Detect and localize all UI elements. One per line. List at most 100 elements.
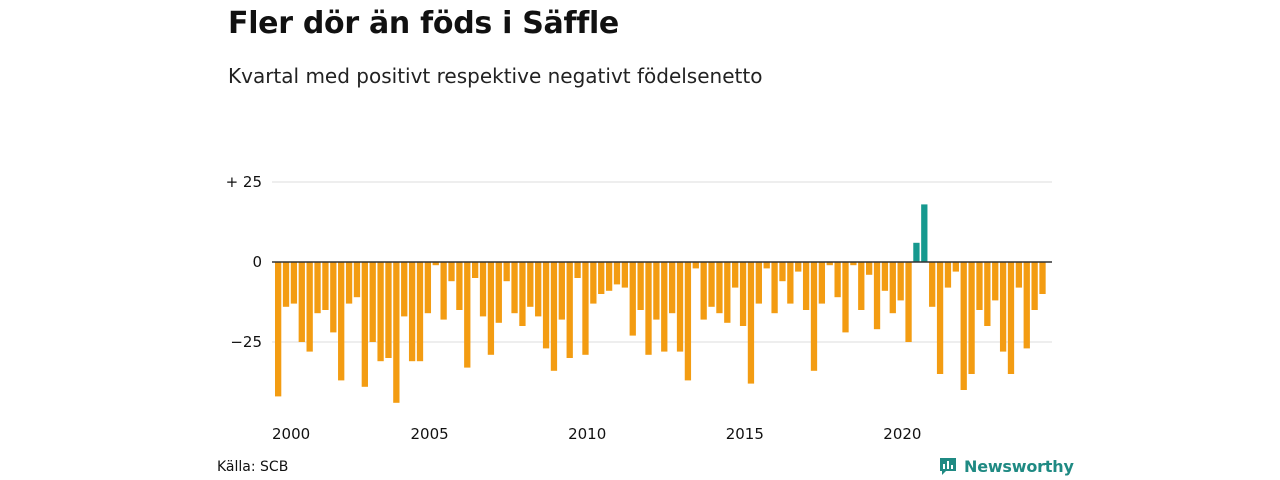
bar-negative (779, 262, 786, 282)
bar-negative (866, 262, 873, 275)
bar-negative (598, 262, 605, 294)
bar-positive (921, 204, 928, 262)
bar-negative (905, 262, 912, 342)
chart-subtitle: Kvartal med positivt respektive negativt… (228, 64, 763, 88)
bar-negative (952, 262, 959, 272)
bar-negative (275, 262, 282, 397)
bar-negative (385, 262, 392, 358)
bar-negative (637, 262, 644, 310)
y-tick-label: 0 (252, 253, 262, 271)
bar-negative (1039, 262, 1046, 294)
bar-negative (653, 262, 660, 320)
bar-negative (424, 262, 432, 314)
newsworthy-chart-logo-icon (940, 458, 956, 475)
bar-negative (802, 262, 810, 310)
bar-negative (527, 262, 534, 307)
bar-negative (558, 262, 565, 320)
bar-negative (716, 262, 723, 314)
bar-negative (621, 262, 629, 288)
bar-negative (787, 262, 794, 304)
bar-negative (818, 262, 826, 304)
bar-negative (369, 262, 376, 342)
bar-negative (732, 262, 739, 288)
bar-negative (936, 262, 944, 374)
bar-negative (984, 262, 991, 326)
bar-negative (944, 262, 952, 288)
bar-negative (574, 262, 581, 278)
bar-negative (929, 262, 936, 307)
bar-negative (684, 262, 692, 381)
bar-negative (393, 262, 400, 403)
bar-negative (1031, 262, 1038, 310)
bar-negative (298, 262, 305, 342)
bar-negative (590, 262, 597, 304)
bar-negative (401, 262, 408, 317)
bar-negative (605, 262, 613, 291)
bar-negative (1015, 262, 1023, 288)
bar-negative (566, 262, 573, 358)
bar-negative (795, 262, 802, 272)
bar-negative (661, 262, 668, 352)
bar-positive (913, 242, 920, 262)
chart-title: Fler dör än föds i Säffle (228, 6, 619, 41)
y-tick-label: + 25 (226, 173, 262, 191)
bar-negative (448, 262, 455, 282)
bar-negative (519, 262, 526, 326)
bar-negative (479, 262, 487, 317)
bar-negative (889, 262, 896, 314)
x-tick-label: 2015 (726, 425, 764, 443)
y-tick-label: −25 (230, 333, 262, 351)
bar-negative (850, 262, 857, 266)
bar-negative (669, 262, 676, 314)
bar-negative (314, 262, 321, 314)
bar-negative (511, 262, 518, 314)
bar-negative (290, 262, 298, 304)
bar-negative (771, 262, 778, 314)
x-tick-label: 2020 (883, 425, 921, 443)
bar-negative (345, 262, 353, 304)
bar-negative (858, 262, 865, 310)
bar-negative (629, 262, 636, 336)
bar-negative (361, 262, 368, 387)
bar-negative (763, 262, 770, 269)
bar-negative (692, 262, 699, 269)
x-tick-label: 2010 (568, 425, 606, 443)
bar-negative (960, 262, 967, 390)
bar-negative (338, 262, 345, 381)
bar-negative (755, 262, 762, 304)
bar-negative (472, 262, 479, 278)
x-tick-label: 2000 (272, 425, 310, 443)
bar-negative (542, 262, 550, 349)
bar-negative (408, 262, 416, 362)
bar-negative (503, 262, 510, 282)
bar-negative (377, 262, 384, 362)
source-note: Källa: SCB (217, 459, 289, 475)
axis-layer: + 25 0 −25 2000 2005 2010 2015 2020 (226, 173, 1052, 443)
bar-negative (1007, 262, 1015, 374)
bar-negative (282, 262, 290, 307)
bar-negative (582, 262, 589, 355)
bar-negative (739, 262, 747, 326)
bar-negative (976, 262, 983, 310)
bar-negative (613, 262, 621, 285)
bar-negative (322, 262, 329, 310)
bar-negative (676, 262, 684, 352)
bar-negative (535, 262, 542, 317)
bar-negative (456, 262, 463, 310)
bar-negative (999, 262, 1007, 352)
bar-negative (873, 262, 881, 330)
bar-negative (897, 262, 904, 301)
bar-negative (550, 262, 558, 371)
bar-negative (810, 262, 818, 371)
bar-negative (306, 262, 313, 352)
bar-negative (968, 262, 975, 374)
bar-negative (416, 262, 424, 362)
x-tick-label: 2005 (411, 425, 449, 443)
bar-negative (432, 262, 439, 266)
bars-layer (275, 204, 1046, 403)
bar-negative (700, 262, 707, 320)
bar-negative (440, 262, 447, 320)
bar-negative (495, 262, 502, 323)
bar-negative (826, 262, 833, 266)
